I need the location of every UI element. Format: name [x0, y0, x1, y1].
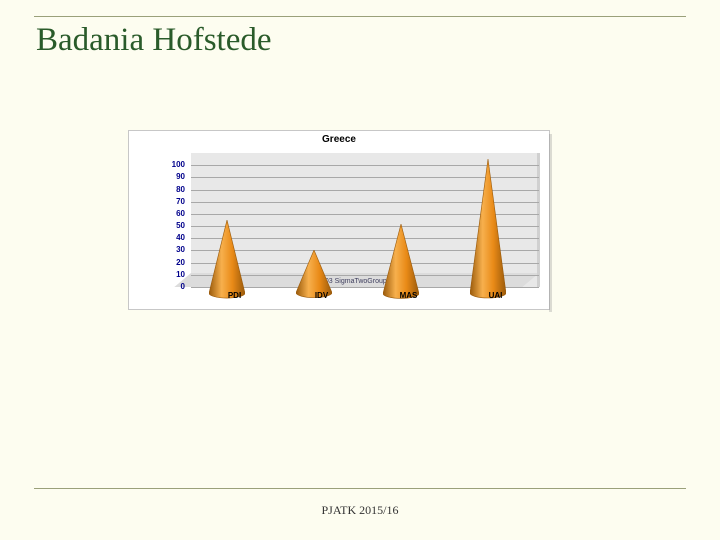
y-tick-label: 40: [159, 233, 185, 242]
y-tick-label: 70: [159, 197, 185, 206]
slide-footer: PJATK 2015/16: [0, 503, 720, 518]
y-tick-label: 20: [159, 258, 185, 267]
page-title: Badania Hofstede: [36, 22, 272, 59]
chart-title: Greece: [129, 134, 549, 145]
hofstede-chart: Greece © 2003 SigmaTwoGroup.com 01020304…: [128, 130, 550, 310]
cone-pdi: [209, 220, 245, 293]
y-tick-label: 60: [159, 209, 185, 218]
y-tick-label: 10: [159, 270, 185, 279]
x-tick-label: MAS: [379, 291, 439, 300]
y-tick-label: 80: [159, 185, 185, 194]
cone-idv: [296, 250, 332, 293]
y-tick-label: 90: [159, 172, 185, 181]
slide: Badania Hofstede Greece © 2003 SigmaTwoG…: [0, 0, 720, 540]
x-tick-label: IDV: [292, 291, 352, 300]
cone-uai: [470, 159, 506, 293]
x-tick-label: PDI: [205, 291, 265, 300]
cone-mas: [383, 224, 419, 293]
x-tick-label: UAI: [466, 291, 526, 300]
y-tick-label: 0: [159, 282, 185, 291]
y-tick-label: 30: [159, 245, 185, 254]
y-tick-label: 100: [159, 160, 185, 169]
chart-wall-right: [537, 153, 540, 287]
rule-bottom: [34, 488, 686, 489]
y-tick-label: 50: [159, 221, 185, 230]
rule-top: [34, 16, 686, 17]
